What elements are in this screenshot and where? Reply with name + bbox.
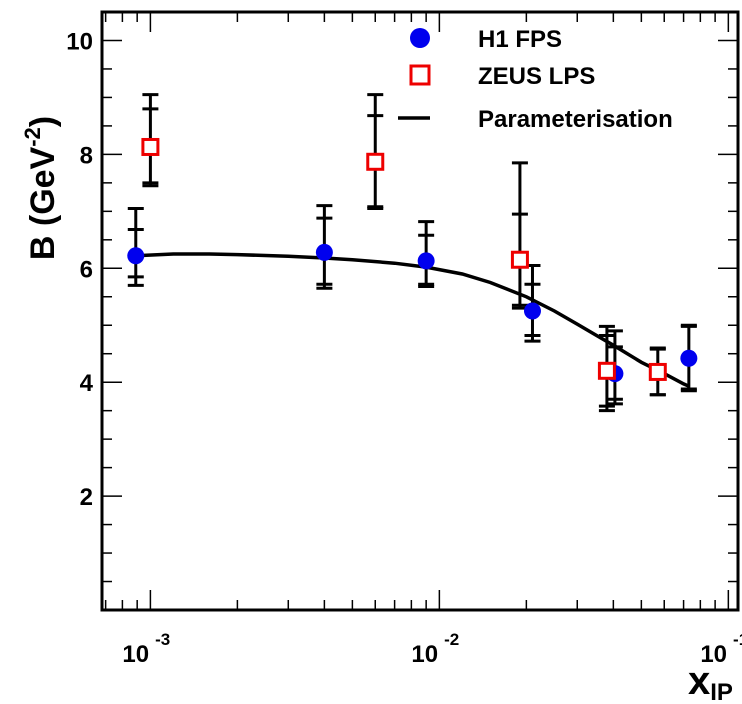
x-tick-label: 10 -3 — [122, 630, 170, 668]
zeus-lps-point — [141, 137, 160, 156]
zeus-lps-point — [648, 362, 667, 381]
x-tick-label-base: 10 — [411, 641, 438, 668]
y-tick-label: 10 — [66, 28, 93, 55]
zeus-lps-point — [366, 152, 385, 171]
y-axis-title-main: B (GeV — [24, 146, 62, 260]
x-tick-label-exp: -3 — [155, 630, 170, 649]
legend: H1 FPS ZEUS LPS Parameterisation — [398, 26, 673, 133]
x-tick-label: 10 -1 — [700, 630, 742, 668]
y-tick-label: 6 — [80, 256, 93, 283]
y-tick-label: 2 — [80, 484, 93, 511]
h1-fps-point — [127, 247, 145, 265]
plot-frame — [100, 10, 740, 612]
legend-h1-label: H1 FPS — [478, 26, 562, 53]
x-axis-title: xIP — [688, 659, 733, 704]
h1-fps-point — [680, 349, 698, 367]
parameterisation-curve — [135, 252, 690, 388]
h1-fps-point — [523, 302, 541, 320]
x-axis-title-main: x — [688, 659, 710, 703]
data-markers — [127, 137, 698, 383]
h1-fps-point — [315, 243, 333, 261]
x-tick-label: 10 -2 — [411, 630, 459, 668]
y-axis-title-sup: -2 — [20, 127, 45, 147]
x-tick-label-base: 10 — [122, 641, 149, 668]
zeus-lps-point — [597, 361, 616, 380]
y-tick-label: 4 — [80, 370, 94, 397]
legend-param-label: Parameterisation — [478, 106, 673, 133]
y-tick-labels: 2 4 6 8 10 — [66, 28, 93, 511]
legend-zeus-marker — [409, 64, 431, 86]
x-axis-title-sub: IP — [710, 679, 733, 704]
legend-h1-marker — [410, 28, 430, 48]
zeus-lps-point — [510, 250, 529, 269]
h1-fps-point — [417, 252, 435, 270]
x-tick-label-base: 10 — [700, 641, 727, 668]
x-tick-label-exp: -2 — [444, 630, 459, 649]
x-tick-labels: 10 -3 10 -2 10 -1 — [122, 630, 742, 668]
y-tick-label: 8 — [80, 142, 93, 169]
x-tick-label-exp: -1 — [733, 630, 742, 649]
y-axis-title: B (GeV-2) — [20, 116, 62, 260]
y-axis-title-tail: ) — [24, 116, 62, 127]
legend-zeus-label: ZEUS LPS — [478, 63, 595, 90]
axis-ticks — [102, 11, 738, 610]
